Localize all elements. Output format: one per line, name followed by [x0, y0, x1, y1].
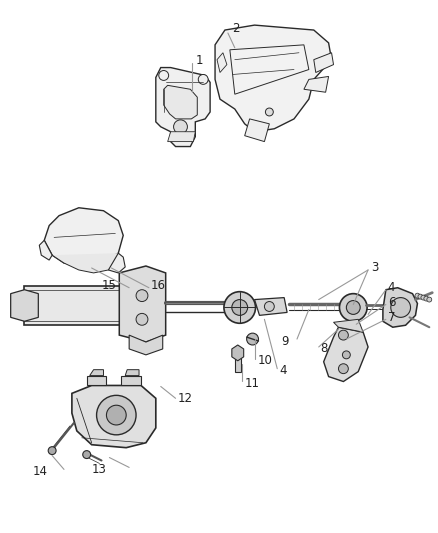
Circle shape [265, 108, 273, 116]
Circle shape [346, 301, 360, 314]
Circle shape [83, 450, 91, 458]
Text: 14: 14 [32, 465, 47, 478]
Circle shape [421, 295, 426, 300]
Circle shape [173, 120, 187, 134]
Polygon shape [324, 327, 368, 382]
Text: 9: 9 [282, 335, 289, 348]
Circle shape [265, 302, 274, 311]
Circle shape [13, 294, 36, 317]
Polygon shape [11, 290, 38, 321]
Text: 6: 6 [388, 296, 396, 309]
Polygon shape [168, 132, 195, 142]
Text: 13: 13 [92, 463, 106, 476]
Text: 10: 10 [258, 354, 272, 367]
Polygon shape [254, 297, 287, 316]
Circle shape [247, 333, 258, 345]
Text: 8: 8 [321, 342, 328, 356]
Polygon shape [121, 376, 141, 385]
Text: 12: 12 [177, 392, 193, 405]
Polygon shape [25, 286, 131, 325]
Circle shape [159, 70, 169, 80]
Circle shape [136, 290, 148, 302]
Polygon shape [215, 25, 332, 132]
Circle shape [136, 313, 148, 325]
Polygon shape [39, 240, 52, 260]
Polygon shape [235, 357, 241, 372]
Polygon shape [87, 376, 106, 385]
Polygon shape [245, 119, 269, 142]
Circle shape [339, 330, 348, 340]
Polygon shape [232, 345, 244, 361]
Polygon shape [304, 76, 328, 92]
Circle shape [224, 292, 255, 324]
Polygon shape [44, 208, 123, 265]
Polygon shape [156, 68, 210, 147]
Text: 15: 15 [102, 279, 117, 292]
Circle shape [198, 75, 208, 84]
Circle shape [427, 297, 432, 302]
Text: 4: 4 [279, 364, 287, 377]
Polygon shape [217, 53, 227, 72]
Circle shape [106, 405, 126, 425]
Polygon shape [129, 335, 163, 355]
Polygon shape [164, 85, 197, 119]
Text: 11: 11 [245, 377, 260, 390]
Polygon shape [314, 53, 333, 72]
Text: 3: 3 [371, 262, 378, 274]
Text: 4: 4 [388, 281, 396, 294]
Circle shape [415, 293, 420, 298]
Text: 2: 2 [232, 21, 239, 35]
Polygon shape [383, 288, 417, 327]
Circle shape [418, 294, 423, 299]
Polygon shape [333, 319, 363, 332]
Circle shape [339, 364, 348, 374]
Polygon shape [109, 253, 125, 273]
Text: 1: 1 [195, 54, 203, 67]
Text: 7: 7 [388, 311, 396, 324]
Polygon shape [125, 370, 139, 376]
Polygon shape [72, 385, 156, 448]
Circle shape [339, 294, 367, 321]
Polygon shape [52, 253, 121, 273]
Circle shape [343, 351, 350, 359]
Polygon shape [90, 370, 103, 376]
Circle shape [424, 296, 429, 301]
Circle shape [48, 447, 56, 455]
Circle shape [391, 297, 410, 317]
Circle shape [17, 297, 32, 313]
Circle shape [232, 300, 247, 316]
Text: 16: 16 [151, 279, 166, 292]
Polygon shape [119, 266, 166, 342]
Circle shape [96, 395, 136, 435]
